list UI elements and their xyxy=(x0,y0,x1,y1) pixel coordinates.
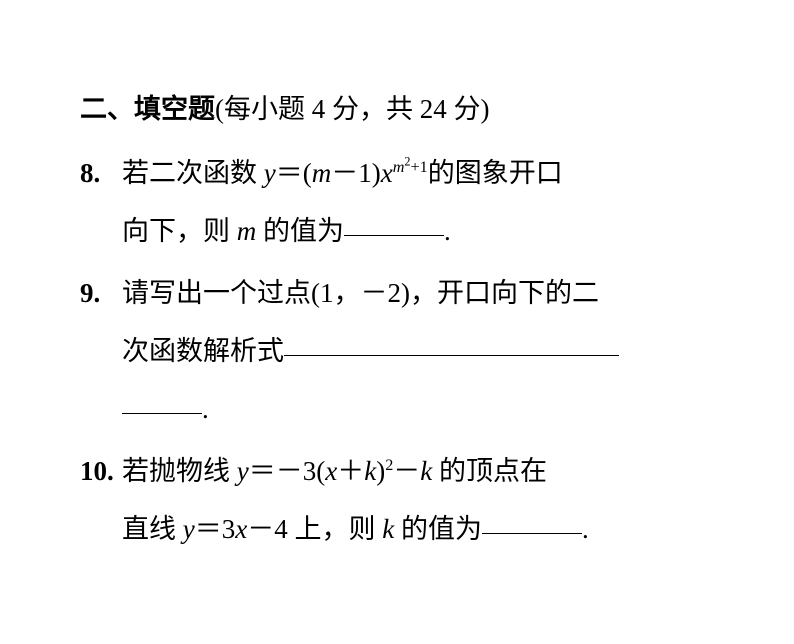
answer-blank[interactable] xyxy=(284,355,619,356)
question-number: 10. xyxy=(80,442,122,558)
answer-blank-cont[interactable] xyxy=(122,413,202,414)
answer-blank[interactable] xyxy=(482,533,582,534)
question-number: 9. xyxy=(80,264,122,438)
question-9: 9. 请写出一个过点(1，－2)，开口向下的二 次函数解析式 . xyxy=(80,264,714,438)
section-label: 二、填空题 xyxy=(80,94,215,124)
math-expr: y＝3x－4 xyxy=(183,514,288,544)
question-body: 若抛物线 y＝－3(x＋k)2－k 的顶点在 直线 y＝3x－4 上，则 k 的… xyxy=(122,442,714,558)
question-10: 10. 若抛物线 y＝－3(x＋k)2－k 的顶点在 直线 y＝3x－4 上，则… xyxy=(80,442,714,558)
math-expr: y＝－3(x＋k)2－k xyxy=(237,456,433,486)
question-number: 8. xyxy=(80,144,122,260)
point: (1，－2) xyxy=(311,278,410,308)
question-body: 请写出一个过点(1，－2)，开口向下的二 次函数解析式 . xyxy=(122,264,714,438)
section-header: 二、填空题(每小题 4 分，共 24 分) xyxy=(80,80,714,138)
math-expr: y＝(m－1)xm2+1 xyxy=(264,158,428,188)
question-8: 8. 若二次函数 y＝(m－1)xm2+1的图象开口 向下，则 m 的值为. xyxy=(80,144,714,260)
answer-blank[interactable] xyxy=(344,235,444,236)
question-body: 若二次函数 y＝(m－1)xm2+1的图象开口 向下，则 m 的值为. xyxy=(122,144,714,260)
section-scoring: (每小题 4 分，共 24 分) xyxy=(215,94,490,124)
